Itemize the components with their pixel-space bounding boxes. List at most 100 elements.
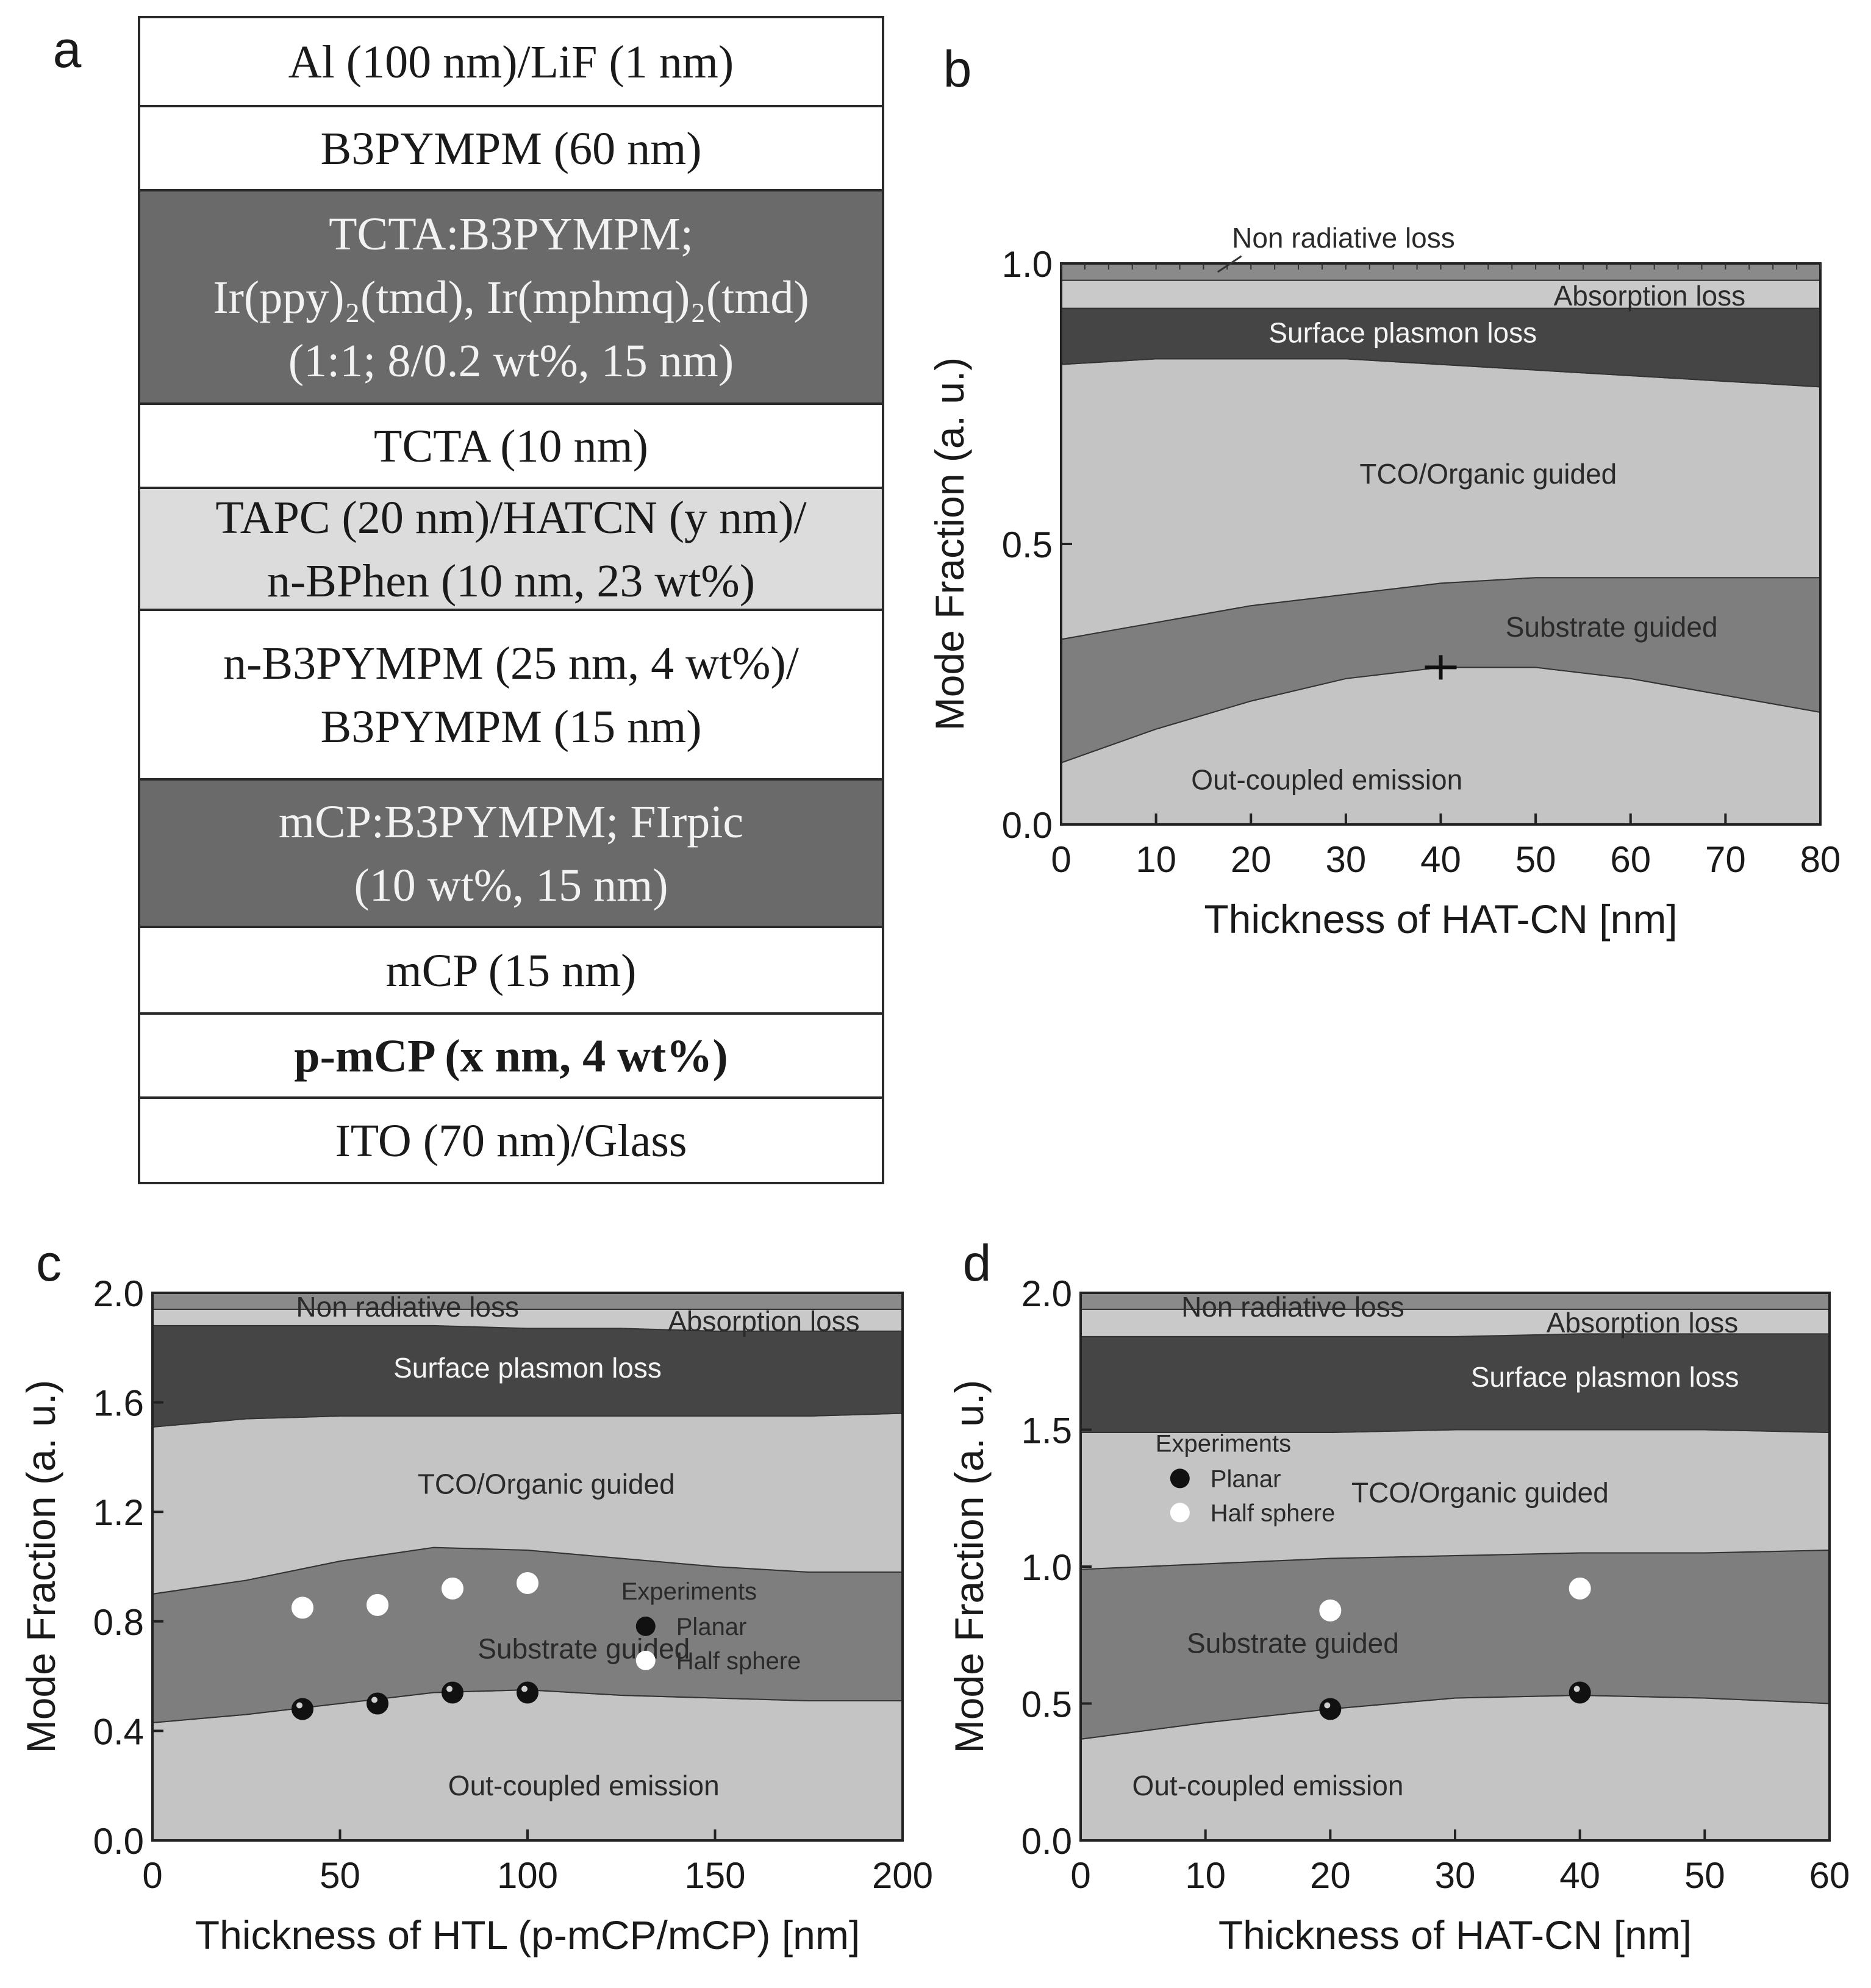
- region-label: Absorption loss: [1547, 1307, 1739, 1339]
- x-tick-label: 150: [684, 1855, 745, 1896]
- non-radiative-annotation: Non radiative loss: [1232, 222, 1455, 254]
- x-tick-label: 100: [497, 1855, 558, 1896]
- x-axis-label: Thickness of HAT-CN [nm]: [1204, 896, 1677, 942]
- y-tick-label: 0.0: [93, 1821, 144, 1862]
- region-label: Out-coupled emission: [1191, 763, 1462, 795]
- layer-box: [138, 189, 884, 405]
- layer-label: (10 wt%, 15 nm): [354, 860, 668, 911]
- planar-point: [292, 1698, 313, 1720]
- region-label: Surface plasmon loss: [1471, 1361, 1739, 1393]
- region-label: Absorption loss: [1554, 280, 1746, 312]
- panel-letter-c: c: [36, 1234, 62, 1292]
- planar-point: [442, 1681, 463, 1704]
- layer-box: [138, 402, 884, 489]
- x-tick-label: 10: [1185, 1855, 1226, 1896]
- x-tick-label: 30: [1326, 839, 1367, 880]
- y-tick-label: 2.0: [93, 1273, 144, 1314]
- panel-letter-b: b: [943, 40, 972, 98]
- region-label: TCO/Organic guided: [1359, 458, 1617, 490]
- legend-title: Experiments: [1156, 1430, 1291, 1457]
- region-label: Surface plasmon loss: [393, 1352, 662, 1384]
- x-tick-label: 40: [1559, 1855, 1600, 1896]
- region-label: Substrate guided: [478, 1633, 690, 1665]
- layer-label: n-B3PYMPM (25 nm, 4 wt%)/: [223, 638, 800, 689]
- layer-label: TCTA:B3PYMPM;: [329, 209, 693, 260]
- y-tick-label: 1.2: [93, 1492, 144, 1533]
- layer-label: ITO (70 nm)/Glass: [335, 1115, 687, 1167]
- x-tick-label: 80: [1800, 839, 1841, 880]
- x-axis-label: Thickness of HTL (p-mCP/mCP) [nm]: [195, 1912, 860, 1958]
- y-tick-label: 0.8: [93, 1602, 144, 1643]
- x-tick-label: 50: [1684, 1855, 1725, 1896]
- layer-label: B3PYMPM (60 nm): [321, 123, 702, 174]
- legend-planar-label: Planar: [676, 1614, 747, 1640]
- planar-point-highlight: [521, 1686, 528, 1692]
- planar-point: [1569, 1681, 1591, 1704]
- x-tick-label: 0: [1070, 1855, 1090, 1896]
- planar-point-highlight: [371, 1697, 377, 1703]
- layer-box: [138, 1096, 884, 1184]
- region-label: Non radiative loss: [296, 1291, 519, 1323]
- half-sphere-point: [367, 1593, 388, 1616]
- layer-label: Ir(ppy)₂(tmd), Ir(mphmq)₂(tmd): [213, 272, 809, 323]
- region-label: Substrate guided: [1506, 611, 1718, 643]
- y-tick-label: 1.6: [93, 1383, 144, 1424]
- y-tick-label: 0.5: [1021, 1684, 1072, 1725]
- chart-b: b 0 10 20 30 40 50 60 70 80 0.0 0.5 1.0 Thickness of …: [927, 40, 1841, 942]
- planar-point-highlight: [1324, 1702, 1331, 1709]
- x-tick-label: 30: [1435, 1855, 1476, 1896]
- x-tick-label: 70: [1705, 839, 1746, 880]
- region-label: Surface plasmon loss: [1268, 316, 1537, 348]
- layer-label: TAPC (20 nm)/HATCN (y nm)/: [215, 492, 807, 543]
- x-tick-label: 20: [1310, 1855, 1351, 1896]
- planar-point: [367, 1692, 388, 1715]
- legend-half-sphere-marker: [635, 1650, 656, 1670]
- planar-point-highlight: [446, 1686, 453, 1692]
- region-label: Out-coupled emission: [448, 1770, 720, 1801]
- legend-half-sphere-label: Half sphere: [676, 1648, 801, 1675]
- planar-point: [517, 1681, 538, 1704]
- layer-box: [138, 487, 884, 611]
- y-axis-label: Mode Fraction (a. u.): [946, 1380, 992, 1754]
- layer-label: p-mCP (x nm, 4 wt%): [294, 1031, 728, 1082]
- layer-box: [138, 778, 884, 928]
- y-tick-label: 0.4: [93, 1711, 144, 1752]
- x-tick-label: 60: [1610, 839, 1651, 880]
- layer-box: [138, 609, 884, 781]
- layer-label: TCTA (10 nm): [374, 421, 648, 472]
- panel-a-layer-stack: a Al (100 nm)/LiF (1 nm) B3PYMPM (60 nm) TC…: [53, 16, 884, 1184]
- layer-box: [138, 105, 884, 191]
- y-tick-label: 0.0: [1002, 805, 1053, 846]
- planar-point-highlight: [296, 1702, 302, 1709]
- x-tick-label: 50: [320, 1855, 360, 1896]
- region-label: TCO/Organic guided: [1351, 1476, 1609, 1508]
- x-tick-label: 60: [1809, 1855, 1850, 1896]
- layer-label: mCP:B3PYMPM; FIrpic: [279, 796, 743, 848]
- region-label: Non radiative loss: [1181, 1291, 1404, 1323]
- chart-c: c 0 50 100 150 200 0.0 0.4 0.8 1.2 1.6 2.0 Thickness…: [18, 1234, 933, 1958]
- region-label: Out-coupled emission: [1132, 1770, 1404, 1801]
- y-tick-label: 2.0: [1021, 1273, 1072, 1314]
- panel-letter-a: a: [53, 21, 82, 78]
- x-tick-label: 50: [1515, 839, 1556, 880]
- region-label: TCO/Organic guided: [418, 1468, 675, 1500]
- x-tick-label: 0: [1051, 839, 1071, 880]
- half-sphere-point: [1319, 1599, 1342, 1622]
- legend-planar-marker: [635, 1616, 656, 1636]
- y-tick-label: 1.5: [1021, 1411, 1072, 1451]
- x-tick-label: 0: [142, 1855, 162, 1896]
- y-axis-label: Mode Fraction (a. u.): [927, 357, 972, 731]
- legend-half-sphere-marker: [1170, 1503, 1190, 1523]
- planar-point: [1319, 1698, 1342, 1720]
- legend-planar-marker: [1170, 1468, 1190, 1489]
- layer-label: B3PYMPM (15 nm): [321, 701, 702, 753]
- chart-d: d 0 10 20 30 40 50 60 0.0 0.5 1.0 1.5 2.0 Thickness o…: [946, 1234, 1850, 1958]
- x-axis-label: Thickness of HAT-CN [nm]: [1218, 1912, 1692, 1958]
- x-tick-label: 10: [1136, 839, 1176, 880]
- legend-half-sphere-label: Half sphere: [1211, 1500, 1336, 1526]
- half-sphere-point: [292, 1596, 313, 1619]
- y-axis-label: Mode Fraction (a. u.): [18, 1380, 63, 1754]
- y-tick-label: 1.0: [1002, 244, 1053, 285]
- layer-label: n-BPhen (10 nm, 23 wt%): [267, 556, 755, 607]
